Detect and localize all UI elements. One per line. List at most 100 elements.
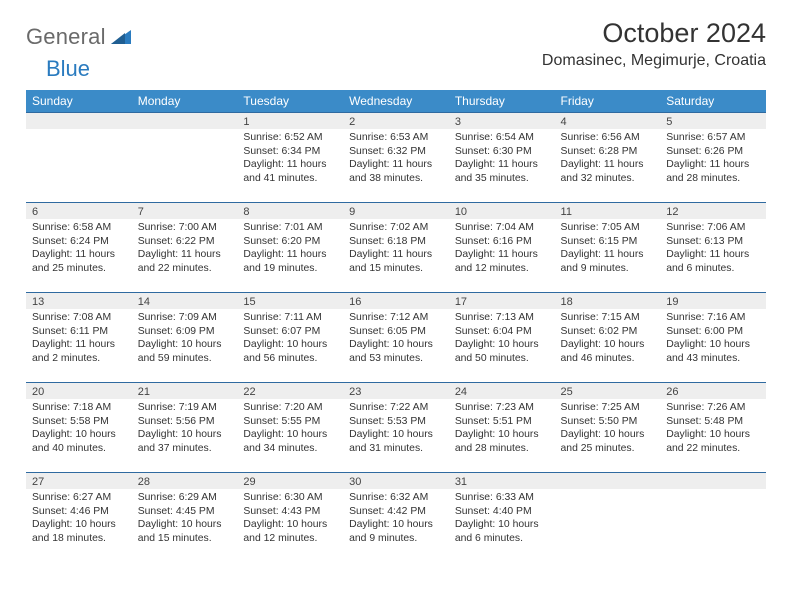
- logo-word1: General: [26, 24, 106, 50]
- sunset-line: Sunset: 4:43 PM: [243, 505, 337, 519]
- calendar-cell: 18Sunrise: 7:15 AMSunset: 6:02 PMDayligh…: [555, 292, 661, 382]
- day-number: 6: [26, 202, 132, 219]
- sunrise-line: Sunrise: 7:05 AM: [561, 221, 655, 235]
- calendar-cell: 14Sunrise: 7:09 AMSunset: 6:09 PMDayligh…: [132, 292, 238, 382]
- day-body: Sunrise: 7:18 AMSunset: 5:58 PMDaylight:…: [26, 399, 132, 459]
- sunrise-line: Sunrise: 7:12 AM: [349, 311, 443, 325]
- day-number: [660, 472, 766, 489]
- calendar-cell: [660, 472, 766, 562]
- calendar-cell: 25Sunrise: 7:25 AMSunset: 5:50 PMDayligh…: [555, 382, 661, 472]
- calendar-week: 6 Sunrise: 6:58 AMSunset: 6:24 PM Daylight…: [26, 202, 766, 292]
- day-header: Thursday: [449, 90, 555, 112]
- calendar-cell: 30Sunrise: 6:32 AMSunset: 4:42 PMDayligh…: [343, 472, 449, 562]
- calendar-cell: 11Sunrise: 7:05 AMSunset: 6:15 PMDayligh…: [555, 202, 661, 292]
- daylight-line: Daylight: 10 hours and 9 minutes.: [349, 518, 443, 545]
- daylight-line: Daylight: 11 hours and 22 minutes.: [138, 248, 232, 275]
- daylight-line: Daylight: 11 hours and 35 minutes.: [455, 158, 549, 185]
- calendar-cell: 31Sunrise: 6:33 AMSunset: 4:40 PMDayligh…: [449, 472, 555, 562]
- sunrise-line: Sunrise: 6:57 AM: [666, 131, 760, 145]
- day-header: Friday: [555, 90, 661, 112]
- daylight-line: Daylight: 10 hours and 40 minutes.: [32, 428, 126, 455]
- day-number: 26: [660, 382, 766, 399]
- day-number: 23: [343, 382, 449, 399]
- sunrise-line: Sunrise: 7:04 AM: [455, 221, 549, 235]
- calendar-cell: 13Sunrise: 7:08 AMSunset: 6:11 PMDayligh…: [26, 292, 132, 382]
- sunset-line: Sunset: 6:07 PM: [243, 325, 337, 339]
- day-number: 1: [237, 112, 343, 129]
- calendar-cell: 29Sunrise: 6:30 AMSunset: 4:43 PMDayligh…: [237, 472, 343, 562]
- sunset-line: Sunset: 6:18 PM: [349, 235, 443, 249]
- sunset-line: Sunset: 5:51 PM: [455, 415, 549, 429]
- day-header: Monday: [132, 90, 238, 112]
- calendar-table: SundayMondayTuesdayWednesdayThursdayFrid…: [26, 90, 766, 562]
- calendar-cell: 17Sunrise: 7:13 AMSunset: 6:04 PMDayligh…: [449, 292, 555, 382]
- day-body: Sunrise: 7:09 AMSunset: 6:09 PMDaylight:…: [132, 309, 238, 369]
- daylight-line: Daylight: 11 hours and 28 minutes.: [666, 158, 760, 185]
- daylight-line: Daylight: 11 hours and 38 minutes.: [349, 158, 443, 185]
- calendar-cell: [132, 112, 238, 202]
- day-body: Sunrise: 7:25 AMSunset: 5:50 PMDaylight:…: [555, 399, 661, 459]
- day-body: Sunrise: 7:16 AMSunset: 6:00 PMDaylight:…: [660, 309, 766, 369]
- sunset-line: Sunset: 6:32 PM: [349, 145, 443, 159]
- day-number: 31: [449, 472, 555, 489]
- daylight-line: Daylight: 11 hours and 41 minutes.: [243, 158, 337, 185]
- sunset-line: Sunset: 6:24 PM: [32, 235, 126, 249]
- sunset-line: Sunset: 5:58 PM: [32, 415, 126, 429]
- calendar-cell: 19Sunrise: 7:16 AMSunset: 6:00 PMDayligh…: [660, 292, 766, 382]
- sunrise-line: Sunrise: 6:58 AM: [32, 221, 126, 235]
- sunrise-line: Sunrise: 7:01 AM: [243, 221, 337, 235]
- daylight-line: Daylight: 11 hours and 15 minutes.: [349, 248, 443, 275]
- day-number: 9: [343, 202, 449, 219]
- sunset-line: Sunset: 6:02 PM: [561, 325, 655, 339]
- day-header: Tuesday: [237, 90, 343, 112]
- daylight-line: Daylight: 10 hours and 22 minutes.: [666, 428, 760, 455]
- day-body: Sunrise: 7:11 AMSunset: 6:07 PMDaylight:…: [237, 309, 343, 369]
- day-header: Saturday: [660, 90, 766, 112]
- day-body: [132, 129, 238, 135]
- day-number: 3: [449, 112, 555, 129]
- calendar-cell: 7Sunrise: 7:00 AMSunset: 6:22 PMDaylight…: [132, 202, 238, 292]
- sunrise-line: Sunrise: 7:22 AM: [349, 401, 443, 415]
- day-number: 16: [343, 292, 449, 309]
- sunrise-line: Sunrise: 6:54 AM: [455, 131, 549, 145]
- sunset-line: Sunset: 6:16 PM: [455, 235, 549, 249]
- logo-triangle-icon: [111, 28, 131, 49]
- day-number: 2: [343, 112, 449, 129]
- sunrise-line: Sunrise: 7:16 AM: [666, 311, 760, 325]
- day-number: 7: [132, 202, 238, 219]
- day-body: Sunrise: 6:27 AMSunset: 4:46 PMDaylight:…: [26, 489, 132, 549]
- day-body: Sunrise: 6:32 AMSunset: 4:42 PMDaylight:…: [343, 489, 449, 549]
- logo: General: [26, 24, 133, 50]
- day-number: 28: [132, 472, 238, 489]
- sunset-line: Sunset: 4:45 PM: [138, 505, 232, 519]
- sunset-line: Sunset: 6:30 PM: [455, 145, 549, 159]
- day-number: 30: [343, 472, 449, 489]
- calendar-cell: 26Sunrise: 7:26 AMSunset: 5:48 PMDayligh…: [660, 382, 766, 472]
- day-number: 20: [26, 382, 132, 399]
- sunrise-line: Sunrise: 7:08 AM: [32, 311, 126, 325]
- sunrise-line: Sunrise: 6:32 AM: [349, 491, 443, 505]
- daylight-line: Daylight: 10 hours and 28 minutes.: [455, 428, 549, 455]
- day-body: Sunrise: 7:23 AMSunset: 5:51 PMDaylight:…: [449, 399, 555, 459]
- calendar-week: 1Sunrise: 6:52 AMSunset: 6:34 PMDaylight…: [26, 112, 766, 202]
- day-number: [26, 112, 132, 129]
- calendar-cell: 8Sunrise: 7:01 AMSunset: 6:20 PMDaylight…: [237, 202, 343, 292]
- sunrise-line: Sunrise: 7:18 AM: [32, 401, 126, 415]
- calendar-cell: [555, 472, 661, 562]
- calendar-cell: 12Sunrise: 7:06 AMSunset: 6:13 PMDayligh…: [660, 202, 766, 292]
- daylight-line: Daylight: 10 hours and 50 minutes.: [455, 338, 549, 365]
- day-header-row: SundayMondayTuesdayWednesdayThursdayFrid…: [26, 90, 766, 112]
- day-number: 22: [237, 382, 343, 399]
- day-body: Sunrise: 6:30 AMSunset: 4:43 PMDaylight:…: [237, 489, 343, 549]
- day-body: Sunrise: 6:54 AMSunset: 6:30 PMDaylight:…: [449, 129, 555, 189]
- sunrise-line: Sunrise: 6:53 AM: [349, 131, 443, 145]
- calendar-week: 27Sunrise: 6:27 AMSunset: 4:46 PMDayligh…: [26, 472, 766, 562]
- day-number: 12: [660, 202, 766, 219]
- day-body: Sunrise: 7:15 AMSunset: 6:02 PMDaylight:…: [555, 309, 661, 369]
- day-body: Sunrise: 7:20 AMSunset: 5:55 PMDaylight:…: [237, 399, 343, 459]
- daylight-line: Daylight: 10 hours and 6 minutes.: [455, 518, 549, 545]
- day-number: 24: [449, 382, 555, 399]
- calendar-body: 1Sunrise: 6:52 AMSunset: 6:34 PMDaylight…: [26, 112, 766, 562]
- daylight-line: Daylight: 11 hours and 12 minutes.: [455, 248, 549, 275]
- sunset-line: Sunset: 6:00 PM: [666, 325, 760, 339]
